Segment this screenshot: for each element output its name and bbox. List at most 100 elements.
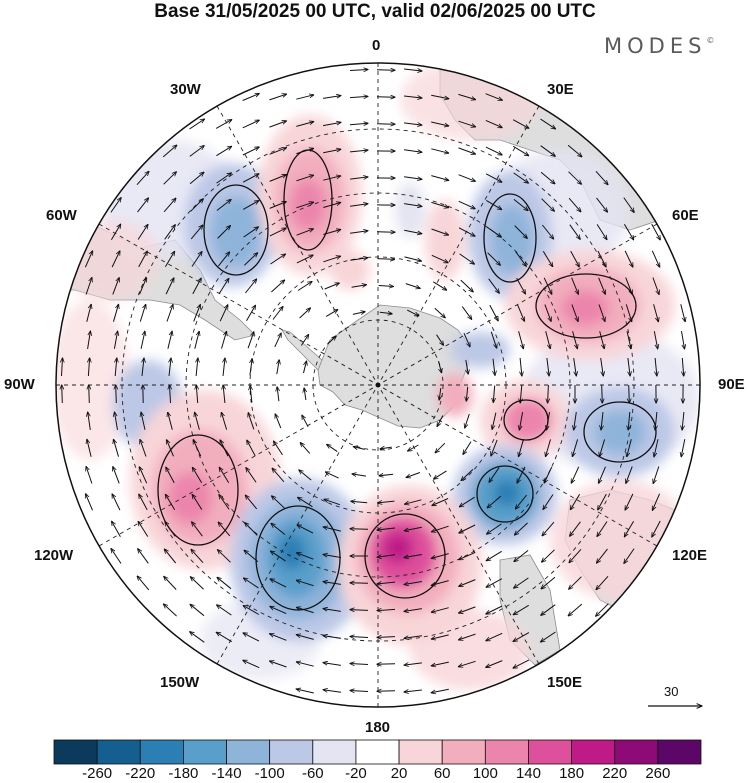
- wind-vector: [114, 439, 119, 457]
- wind-vector: [404, 256, 422, 261]
- wind-vector: [624, 250, 633, 267]
- colorbar-tick-label: 60: [433, 765, 451, 782]
- wind-vector: [541, 631, 556, 642]
- wind-vector: [327, 336, 336, 345]
- wind-vector: [349, 96, 368, 97]
- wind-vector: [434, 307, 445, 318]
- wind-vector: [350, 637, 369, 638]
- wind-vector: [296, 607, 314, 614]
- wind-vector: [404, 690, 422, 692]
- wind-vector: [196, 358, 198, 377]
- wind-vector: [655, 411, 657, 430]
- wind-vector: [350, 204, 368, 207]
- wind-vector: [570, 250, 580, 267]
- wind-vector: [245, 523, 258, 536]
- wind-vector: [242, 147, 259, 156]
- colorbar-tick-label: -100: [254, 765, 285, 782]
- wind-vector: [223, 385, 225, 404]
- colorbar-tick-label: 140: [515, 765, 541, 782]
- colorbar-tick-label: -20: [345, 765, 367, 782]
- wind-vector: [543, 277, 552, 294]
- wind-vector: [519, 439, 524, 456]
- wind-vector: [327, 444, 338, 453]
- wind-vector: [404, 203, 422, 207]
- wind-vector: [512, 119, 529, 129]
- wind-vector: [513, 632, 530, 642]
- wind-vector: [247, 332, 254, 349]
- wind-vector: [379, 474, 394, 476]
- wind-vector: [406, 472, 421, 478]
- wind-vector: [193, 440, 202, 457]
- wind-vector: [325, 310, 338, 317]
- wind-vector: [514, 522, 528, 535]
- map-border: [55, 62, 701, 708]
- wind-vector: [244, 253, 257, 266]
- wind-vector: [513, 199, 528, 210]
- wind-vector: [216, 146, 231, 157]
- wind-vector: [274, 441, 283, 456]
- wind-vector: [431, 553, 449, 559]
- wind-vector: [140, 331, 145, 349]
- wind-vector: [431, 94, 449, 99]
- wind-vector: [269, 175, 287, 182]
- wind-vector: [323, 663, 341, 666]
- wind-vector: [242, 174, 259, 183]
- wind-vector: [271, 523, 286, 535]
- wind-vector: [652, 277, 659, 295]
- wind-vector: [459, 551, 476, 559]
- wind-vector: [431, 525, 449, 532]
- wind-vector: [542, 251, 552, 266]
- wind-vector: [459, 496, 475, 507]
- wind-vector: [221, 412, 228, 430]
- wind-vector: [349, 70, 368, 71]
- wind-vector: [115, 412, 118, 430]
- wind-vector: [274, 333, 281, 348]
- wind-vector: [541, 576, 556, 589]
- wind-vector: [465, 413, 470, 428]
- wind-vector: [625, 277, 633, 295]
- wind-vector: [466, 386, 467, 401]
- wind-vector: [486, 199, 501, 209]
- wind-vector: [431, 688, 449, 693]
- wind-vector: [437, 415, 444, 427]
- wind-vector: [431, 607, 449, 613]
- wind-vector: [269, 202, 287, 209]
- wind-vector: [272, 468, 285, 483]
- wind-vector: [163, 604, 177, 617]
- wind-vector: [404, 69, 422, 71]
- wind-vector: [625, 304, 631, 321]
- wind-vector: [86, 494, 93, 511]
- wind-vector: [487, 523, 502, 534]
- wind-vector: [191, 549, 204, 564]
- wind-vector: [653, 331, 657, 349]
- wind-vector: [626, 331, 631, 349]
- wind-vector: [139, 494, 148, 511]
- wind-vector: [459, 524, 476, 533]
- wind-vector: [139, 278, 147, 295]
- wind-vector: [242, 120, 259, 129]
- wind-vector: [116, 385, 117, 404]
- south-pole-dot: [375, 382, 381, 388]
- wind-vector: [542, 521, 555, 536]
- lon-label-90e: 90E: [718, 376, 745, 393]
- lon-label-60w: 60W: [46, 207, 77, 224]
- wind-vector: [215, 120, 232, 129]
- wind-vector: [138, 521, 149, 537]
- wind-vector: [300, 335, 308, 346]
- wind-vector: [459, 606, 476, 613]
- contour-lines: [157, 149, 657, 611]
- wind-vector: [272, 307, 283, 320]
- lon-label-60e: 60E: [672, 207, 699, 224]
- wind-vector: [404, 150, 422, 152]
- colorbar-tick-label: 20: [390, 765, 408, 782]
- wind-vector: [624, 548, 635, 564]
- wind-vector: [595, 170, 608, 184]
- wind-vector: [513, 659, 530, 668]
- wind-vector: [189, 172, 204, 185]
- wind-vector: [491, 439, 498, 456]
- wind-vector: [404, 581, 422, 585]
- wind-vector: [596, 197, 608, 212]
- wind-vector: [190, 632, 205, 643]
- wind-vector: [431, 121, 449, 126]
- wind-vector: [324, 283, 340, 290]
